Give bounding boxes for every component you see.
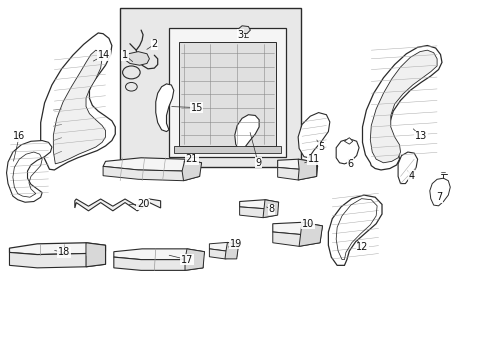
Polygon shape <box>224 242 238 259</box>
Text: 20: 20 <box>137 199 149 210</box>
Polygon shape <box>168 28 285 157</box>
Polygon shape <box>114 257 203 270</box>
Polygon shape <box>298 159 316 180</box>
Polygon shape <box>335 139 358 164</box>
Polygon shape <box>429 178 449 206</box>
Text: 7: 7 <box>435 192 442 202</box>
Polygon shape <box>272 222 322 234</box>
Polygon shape <box>125 51 149 65</box>
Text: 5: 5 <box>318 142 324 152</box>
Polygon shape <box>86 243 105 267</box>
Text: 18: 18 <box>58 247 70 257</box>
Polygon shape <box>263 200 278 218</box>
Text: 16: 16 <box>13 131 25 141</box>
Polygon shape <box>298 113 329 158</box>
Polygon shape <box>272 231 321 246</box>
Text: 14: 14 <box>98 50 110 60</box>
Polygon shape <box>41 33 115 170</box>
Polygon shape <box>362 45 441 170</box>
Polygon shape <box>6 140 52 202</box>
Polygon shape <box>328 195 381 265</box>
Polygon shape <box>156 84 173 132</box>
Polygon shape <box>209 242 238 251</box>
Text: 10: 10 <box>301 219 313 229</box>
Text: 6: 6 <box>347 159 353 169</box>
Text: 9: 9 <box>255 158 261 168</box>
Polygon shape <box>277 166 317 180</box>
Text: 2: 2 <box>151 40 157 49</box>
Polygon shape <box>239 200 278 209</box>
Text: 3: 3 <box>237 30 243 40</box>
Polygon shape <box>114 249 204 260</box>
Polygon shape <box>182 159 201 181</box>
Text: 13: 13 <box>414 131 426 141</box>
Polygon shape <box>234 115 259 152</box>
Polygon shape <box>173 146 281 153</box>
Text: 4: 4 <box>407 171 413 181</box>
Polygon shape <box>103 166 199 181</box>
Text: 8: 8 <box>268 204 274 215</box>
Polygon shape <box>238 26 250 34</box>
Text: 21: 21 <box>185 154 198 164</box>
Text: 12: 12 <box>356 242 368 252</box>
Polygon shape <box>209 249 237 259</box>
Polygon shape <box>239 207 277 218</box>
Polygon shape <box>344 138 352 144</box>
Polygon shape <box>397 152 417 184</box>
Polygon shape <box>299 222 322 246</box>
Polygon shape <box>75 199 160 211</box>
Text: 11: 11 <box>307 154 319 164</box>
Polygon shape <box>277 159 317 169</box>
Polygon shape <box>178 42 276 146</box>
Polygon shape <box>9 251 105 268</box>
Polygon shape <box>184 249 204 270</box>
Polygon shape <box>103 158 201 171</box>
Text: 15: 15 <box>190 103 203 113</box>
Polygon shape <box>9 243 105 255</box>
FancyBboxPatch shape <box>120 8 300 167</box>
Text: 1: 1 <box>122 50 128 60</box>
Polygon shape <box>53 50 105 164</box>
Text: 19: 19 <box>229 239 242 249</box>
Text: 17: 17 <box>181 255 193 265</box>
Polygon shape <box>369 50 436 163</box>
